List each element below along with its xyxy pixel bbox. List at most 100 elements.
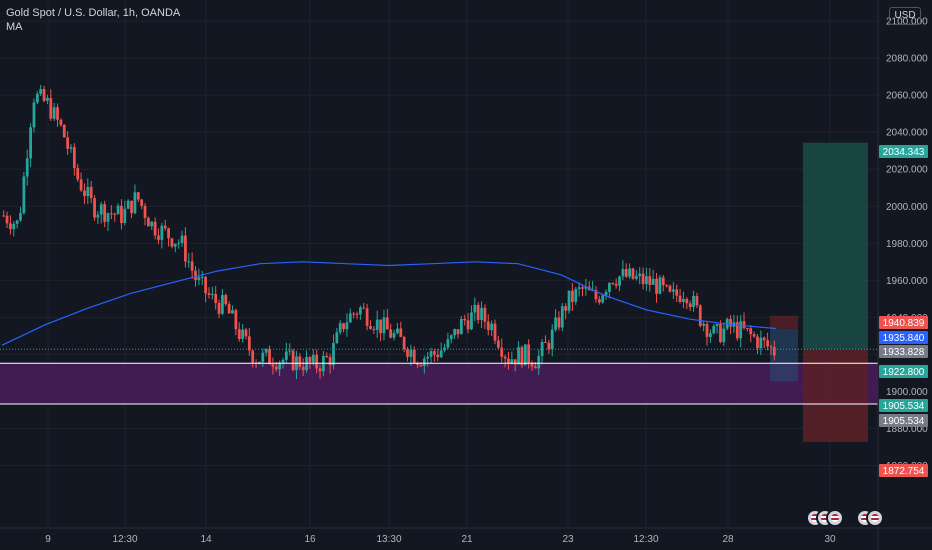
symbol-title[interactable]: Gold Spot / U.S. Dollar, 1h, OANDA bbox=[6, 7, 181, 19]
candle-body bbox=[301, 366, 305, 371]
candle-body bbox=[328, 357, 332, 366]
candle-body bbox=[449, 335, 453, 340]
candle-body bbox=[49, 97, 53, 119]
y-tick-label: 1980.000 bbox=[886, 239, 928, 250]
candle-body bbox=[722, 328, 726, 343]
candle-body bbox=[143, 205, 147, 218]
candle-body bbox=[611, 283, 615, 285]
candle-body bbox=[86, 186, 90, 197]
candle-body bbox=[597, 299, 601, 303]
candle-body bbox=[537, 356, 541, 369]
x-tick-label: 28 bbox=[722, 534, 734, 545]
candle-body bbox=[103, 204, 107, 222]
candle-body bbox=[197, 277, 201, 281]
candle-body bbox=[567, 290, 571, 311]
candle-body bbox=[439, 350, 443, 358]
candle-body bbox=[762, 337, 766, 341]
candle-body bbox=[113, 213, 117, 215]
candle-body bbox=[224, 295, 228, 305]
candle-body bbox=[170, 238, 174, 247]
candle-body bbox=[752, 334, 756, 337]
candle-body bbox=[12, 223, 16, 230]
candle-body bbox=[554, 317, 557, 330]
candle-body bbox=[682, 298, 685, 302]
currency-badge[interactable]: USD bbox=[889, 7, 921, 25]
candle-body bbox=[621, 269, 625, 277]
candle-body bbox=[379, 319, 382, 334]
candle-body bbox=[258, 361, 261, 364]
candle-body bbox=[25, 158, 29, 177]
candle-body bbox=[251, 350, 255, 363]
candle-body bbox=[534, 366, 537, 369]
candle-body bbox=[318, 368, 322, 372]
candle-body bbox=[456, 329, 460, 335]
y-tick-label: 2100.000 bbox=[886, 17, 928, 28]
candle-body bbox=[59, 119, 63, 125]
candle-body bbox=[355, 313, 359, 315]
candle-body bbox=[571, 290, 574, 302]
y-tick-label: 2080.000 bbox=[886, 54, 928, 65]
candle-body bbox=[705, 323, 709, 337]
candle-body bbox=[749, 328, 753, 335]
candle-body bbox=[483, 307, 487, 322]
x-tick-label: 12:30 bbox=[112, 534, 137, 545]
candle-body bbox=[473, 304, 477, 313]
y-tick-label: 1960.000 bbox=[886, 276, 928, 287]
candle-body bbox=[311, 354, 315, 363]
price-label: 1940.839 bbox=[883, 318, 925, 329]
price-label-box bbox=[879, 399, 928, 412]
candle-body bbox=[419, 365, 423, 367]
us-flag-icon[interactable] bbox=[826, 509, 844, 527]
candle-body bbox=[416, 362, 419, 366]
candle-body bbox=[308, 356, 312, 363]
candle-body bbox=[194, 270, 197, 281]
candle-body bbox=[214, 294, 218, 303]
x-tick-label: 21 bbox=[461, 534, 473, 545]
x-tick-label: 23 bbox=[562, 534, 574, 545]
candle-body bbox=[244, 329, 248, 337]
candle-body bbox=[564, 306, 568, 311]
candle-body bbox=[470, 312, 473, 330]
candle-body bbox=[29, 127, 32, 159]
candle-body bbox=[759, 337, 763, 349]
x-tick-label: 30 bbox=[824, 534, 836, 545]
candle-body bbox=[618, 276, 621, 286]
candle-body bbox=[466, 320, 470, 330]
candle-body bbox=[658, 277, 662, 294]
candle-body bbox=[42, 88, 46, 101]
candle-body bbox=[237, 329, 241, 339]
candle-body bbox=[671, 289, 675, 292]
candle-body bbox=[15, 220, 19, 224]
candle-body bbox=[436, 354, 440, 358]
candle-body bbox=[163, 225, 167, 229]
candle-body bbox=[523, 344, 527, 366]
small-position-stop[interactable] bbox=[770, 315, 798, 329]
candle-body bbox=[99, 204, 103, 215]
candle-body bbox=[389, 329, 393, 338]
candle-body bbox=[769, 346, 773, 348]
candle-body bbox=[547, 342, 551, 350]
long-position-stop-zone[interactable] bbox=[803, 349, 868, 442]
candle-body bbox=[365, 308, 369, 327]
candle-body bbox=[96, 214, 100, 218]
candle-body bbox=[638, 273, 642, 277]
support-zone[interactable] bbox=[0, 363, 878, 405]
candle-body bbox=[116, 205, 120, 215]
candle-body bbox=[604, 291, 608, 296]
candle-body bbox=[180, 235, 184, 243]
long-position-target-zone[interactable] bbox=[803, 142, 868, 350]
price-label-box bbox=[879, 331, 928, 344]
candle-body bbox=[601, 295, 605, 303]
indicator-label[interactable]: MA bbox=[6, 21, 23, 33]
candle-body bbox=[89, 186, 93, 199]
candle-body bbox=[261, 352, 265, 362]
y-tick-label: 2060.000 bbox=[886, 91, 928, 102]
candle-body bbox=[274, 366, 278, 370]
candle-body bbox=[746, 328, 749, 330]
candle-body bbox=[729, 318, 732, 327]
candle-body bbox=[708, 333, 712, 337]
us-flag-icon[interactable] bbox=[866, 509, 884, 527]
candle-body bbox=[204, 276, 207, 294]
